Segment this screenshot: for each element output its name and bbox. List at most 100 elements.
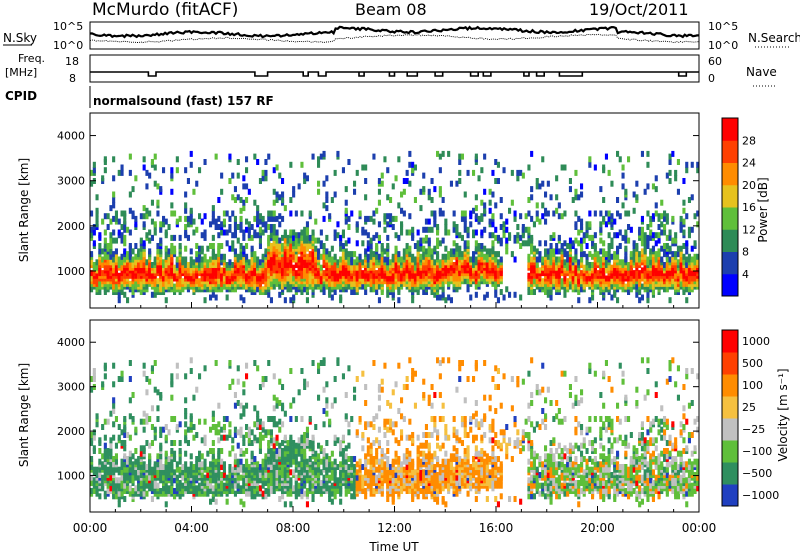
velocity-cell [253, 421, 257, 428]
power-cell [186, 262, 190, 268]
power-cell [231, 240, 235, 247]
power-cell [297, 256, 301, 263]
velocity-cell [103, 434, 107, 441]
power-cell [613, 275, 617, 282]
power-cell [413, 264, 417, 271]
power-cell [668, 178, 672, 184]
power-cell [557, 248, 561, 255]
velocity-cell [242, 434, 246, 441]
velocity-cell [217, 448, 221, 454]
power-cell [549, 234, 553, 241]
power-cell [328, 286, 332, 293]
power-cell [466, 278, 470, 285]
velocity-cell [164, 450, 168, 457]
power-cell [663, 262, 667, 268]
power-cell [214, 218, 218, 225]
power-cell [469, 221, 473, 228]
velocity-cell [178, 466, 182, 473]
nsky-panel-frame [89, 21, 700, 50]
velocity-cell [198, 461, 202, 468]
power-cell [524, 213, 528, 220]
velocity-cell [170, 394, 174, 401]
power-cell [184, 245, 188, 252]
power-cell [272, 283, 276, 290]
power-cell [693, 253, 697, 260]
velocity-cell [269, 416, 273, 422]
power-cell [599, 210, 603, 217]
power-cell [134, 215, 138, 222]
power-cell [364, 194, 368, 201]
power-cell [643, 240, 647, 247]
power-cell [269, 215, 273, 222]
power-cell [377, 283, 381, 290]
power-cell [123, 234, 127, 241]
power-cell [294, 237, 298, 244]
velocity-cell [167, 429, 171, 436]
power-cell [386, 256, 390, 263]
power-cell [328, 251, 332, 258]
power-cell [128, 280, 132, 287]
velocity-cell [206, 472, 210, 478]
power-cell [170, 280, 174, 287]
power-cell [510, 169, 514, 176]
power-cell [480, 243, 484, 249]
power-cell [411, 264, 415, 271]
power-cell [217, 197, 221, 203]
velocity-cell [92, 373, 96, 380]
velocity-cell [145, 477, 149, 484]
power-cell [602, 215, 606, 222]
velocity-cell [256, 466, 260, 473]
power-cell [308, 275, 312, 282]
velocity-cell [200, 437, 204, 444]
power-cell [549, 253, 553, 260]
velocity-cell [225, 474, 229, 481]
power-cell [283, 297, 287, 304]
power-cell [696, 210, 700, 217]
power-cell [150, 218, 154, 225]
power-cell [466, 240, 470, 247]
power-cell [292, 191, 296, 198]
power-cell [389, 197, 393, 203]
nsky-panel: N.Sky 10^5 10^0 10^5 10^0 N.Search [3, 20, 800, 52]
velocity-cell [184, 397, 188, 404]
power-cell [90, 210, 94, 217]
power-cell [574, 248, 578, 255]
power-cell [646, 224, 650, 230]
velocity-cell [173, 477, 177, 484]
power-cell [272, 215, 276, 222]
power-cell [101, 218, 105, 225]
velocity-cell [245, 373, 249, 380]
power-cell [236, 224, 240, 230]
power-cell [103, 237, 107, 244]
power-cell [582, 275, 586, 282]
velocity-cell [164, 424, 168, 430]
velocity-cell [114, 416, 118, 422]
power-cell [687, 267, 691, 274]
velocity-cell [225, 416, 229, 422]
power-cell [292, 294, 296, 301]
velocity-cell [289, 488, 293, 494]
velocity-cell [128, 490, 132, 497]
velocity-cell [239, 426, 243, 433]
power-cell [599, 237, 603, 244]
power-cell [131, 256, 135, 263]
velocity-cell [272, 421, 276, 428]
velocity-cell [305, 472, 309, 478]
velocity-cell [95, 421, 99, 428]
power-cell [535, 248, 539, 255]
power-cell [120, 253, 124, 260]
velocity-cell [245, 362, 249, 369]
power-cell [303, 237, 307, 244]
velocity-cell [236, 378, 240, 385]
power-cell [261, 286, 265, 293]
velocity-cell [258, 424, 262, 430]
power-cell [610, 294, 614, 301]
velocity-cell [164, 434, 168, 441]
velocity-cell [103, 442, 107, 449]
power-cell [322, 243, 326, 249]
power-cell [242, 245, 246, 252]
power-cell [156, 199, 160, 206]
power-cell [308, 210, 312, 217]
power-cell [405, 178, 409, 184]
velocity-cell [242, 464, 246, 470]
